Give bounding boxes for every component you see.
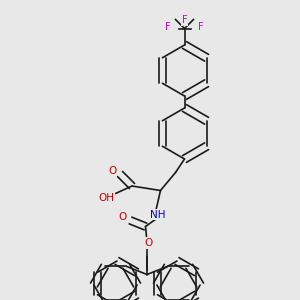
Text: O: O <box>108 166 117 176</box>
Text: F: F <box>165 22 171 32</box>
Text: F: F <box>182 15 187 25</box>
Text: O: O <box>119 212 127 223</box>
Text: O: O <box>144 238 153 248</box>
Text: OH: OH <box>98 193 115 203</box>
Text: F: F <box>198 22 204 32</box>
Text: NH: NH <box>150 209 165 220</box>
